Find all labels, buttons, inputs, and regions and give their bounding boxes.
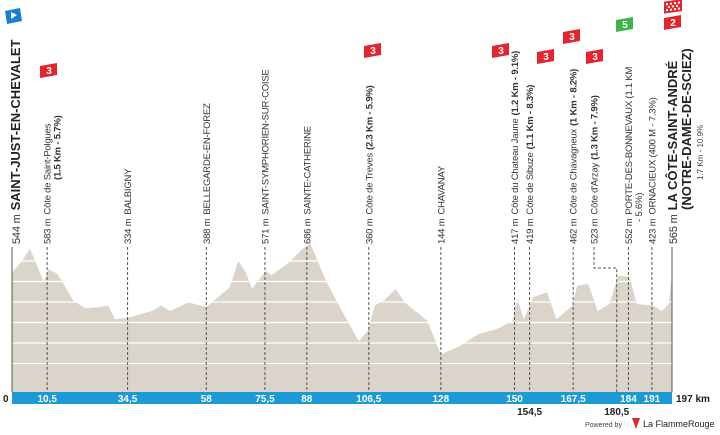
climb-detail: (1 Km - 8.2%): [569, 69, 580, 126]
climb-category-badge: 3: [563, 29, 580, 44]
svg-text:2: 2: [670, 18, 676, 29]
location-label: 686 m SAINTE-CATHERINE: [302, 126, 313, 244]
altitude-text: 423 m: [647, 218, 658, 244]
location-label: 419 m Côte de Sibuze (1.1 Km - 8.3%): [525, 85, 536, 244]
svg-text:3: 3: [46, 66, 52, 77]
altitude-text: 419 m: [525, 218, 536, 244]
elevation-profile-area: [12, 243, 672, 392]
km-tick-label: 184: [620, 394, 637, 405]
location-labels: 583 m Côte de Saint-Polgues (1.5 Km - 5.7%…: [43, 51, 659, 244]
climb-detail: (1.1 Km - 8.3%): [525, 85, 536, 150]
location-label: 360 m Côte de Treves (2.3 Km - 5.9%): [364, 85, 375, 244]
location-name: Côte du Chateau Jaune: [510, 118, 521, 214]
marker-line: [593, 247, 618, 392]
location-name: PORTE-DES-BONNEVAUX (1.1 KM: [624, 66, 635, 214]
altitude-text: 583 m: [43, 218, 54, 244]
svg-text:3: 3: [543, 52, 549, 63]
location-label: 462 m Côte de Chavagneux (1 Km - 8.2%): [569, 69, 580, 244]
location-label: 583 m Côte de Saint-Polgues: [43, 123, 54, 244]
start-label: 544 mSAINT-JUST-EN-CHEVALET: [8, 39, 23, 244]
flamme-rouge-logo-icon: [632, 418, 640, 429]
location-name: Côte d'Arzay: [590, 162, 601, 214]
altitude-text: 417 m: [510, 218, 521, 244]
location-label: 144 m CHAVANAY: [436, 165, 447, 244]
climb-detail: (1.3 Km - 7.9%): [590, 95, 601, 160]
start-flag-icon: [5, 8, 22, 24]
svg-text:5: 5: [622, 20, 628, 31]
climb-category-badge: 3: [537, 49, 554, 64]
location-name: SAINTE-CATHERINE: [302, 126, 313, 214]
y-zero-label: 0: [3, 394, 9, 405]
powered-by-text: Powered by: [585, 422, 622, 429]
svg-text:3: 3: [592, 52, 598, 63]
svg-text:3: 3: [498, 46, 504, 57]
altitude-text: 360 m: [364, 218, 375, 244]
altitude-text: 334 m: [123, 218, 134, 244]
altitude-text: 144 m: [436, 218, 447, 244]
location-name: Côte de Sibuze: [525, 152, 536, 214]
sprint-badge: 5: [616, 17, 633, 32]
location-name: Côte de Treves: [364, 153, 375, 215]
altitude-text: 571 m: [260, 218, 271, 244]
altitude-text: 686 m: [302, 218, 313, 244]
location-name: BALBIGNY: [123, 168, 134, 215]
climb-detail: (2.3 Km - 5.9%): [364, 85, 375, 150]
km-axis-bar: [12, 392, 672, 404]
altitude-text: 523 m: [590, 218, 601, 244]
finish-climb-detail: 1.7 Km - 10.9%: [696, 125, 705, 180]
km-tick-label: 10,5: [37, 394, 57, 405]
brand-logo-text: La FlammeRouge: [643, 419, 715, 429]
location-label: 388 m BELLEGARDE-EN-FOREZ: [202, 103, 213, 244]
svg-text:3: 3: [569, 32, 575, 43]
altitude-text: 552 m: [624, 218, 635, 244]
altitude-text: 388 m: [202, 218, 213, 244]
location-name: Côte de Saint-Polgues: [43, 123, 54, 214]
altitude-text: 462 m: [569, 218, 580, 244]
location-name: BELLEGARDE-EN-FOREZ: [202, 103, 213, 215]
location-label: 423 m ORNACIEUX (400 M - 7.3%): [647, 97, 658, 244]
gridlines-over: [12, 260, 672, 365]
marker-lines: [46, 247, 653, 392]
finish-checkered-flag-icon: [664, 0, 682, 14]
location-name: Côte de Chavagneux: [569, 128, 580, 214]
location-label-line2: - 5.6%): [634, 193, 645, 222]
km-ticks: 10,5 34,5 58 75,5 88 106,5 128 150 167,5 184 191 15…: [37, 394, 660, 418]
km-tick-label-below: 180,5: [604, 407, 629, 418]
climb-category-badge: 3: [492, 43, 509, 58]
km-tick-label: 75,5: [255, 394, 275, 405]
km-tick-label: 128: [432, 394, 449, 405]
finish-label: 565 mLA CÔTE-SAINT-ANDRÉ: [665, 60, 680, 244]
finish-label-line2: (NOTRE-DAME-DE-SCIEZ): [679, 48, 694, 210]
location-label: 334 m BALBIGNY: [123, 168, 134, 244]
km-tick-label: 167,5: [561, 394, 586, 405]
km-tick-label: 58: [201, 394, 213, 405]
km-tick-label: 88: [301, 394, 313, 405]
location-label: 552 m PORTE-DES-BONNEVAUX (1.1 KM: [624, 66, 635, 244]
x-unit-label: 197 km: [676, 394, 710, 405]
svg-text:3: 3: [370, 46, 376, 57]
location-name: SAINT-SYMPHORIEN-SUR-COISE: [260, 69, 271, 214]
km-tick-label: 34,5: [118, 394, 138, 405]
badges: 3 3 3 3 3 3 5 2: [40, 15, 681, 78]
location-label-line2: (1.5 Km - 5.7%): [53, 115, 64, 180]
km-tick-label: 106,5: [356, 394, 381, 405]
km-tick-label-below: 154,5: [517, 407, 542, 418]
location-label: 417 m Côte du Chateau Jaune (1.2 Km - 9.1%…: [510, 51, 521, 244]
climb-category-badge: 3: [40, 63, 57, 78]
km-tick-label: 191: [644, 394, 661, 405]
climb-detail: (1.2 Km - 9.1%): [510, 51, 521, 116]
location-label: 523 m Côte d'Arzay (1.3 Km - 7.9%): [590, 95, 601, 244]
km-tick-label: 150: [506, 394, 523, 405]
climb-category-badge: 3: [586, 49, 603, 64]
location-name: ORNACIEUX (400 M - 7.3%): [647, 97, 658, 214]
climb-category-badge: 3: [364, 43, 381, 58]
location-name: CHAVANAY: [436, 165, 447, 214]
location-label: 571 m SAINT-SYMPHORIEN-SUR-COISE: [260, 69, 271, 244]
climb-category-badge: 2: [664, 15, 681, 30]
